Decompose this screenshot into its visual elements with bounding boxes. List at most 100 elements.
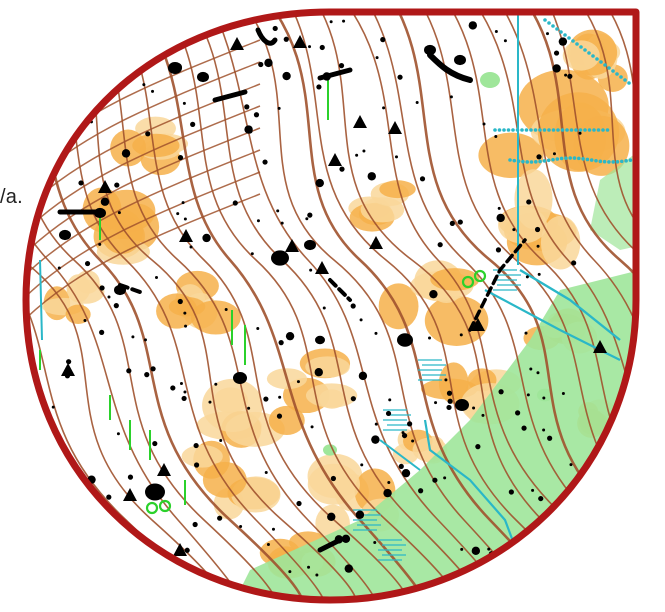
- boulder-dot: [545, 32, 549, 36]
- boulder-dot: [264, 471, 268, 475]
- boulder-dot: [78, 180, 84, 186]
- boulder-dot: [258, 61, 264, 68]
- teardrop-frame: [22, 8, 640, 604]
- boulder-dot: [398, 463, 404, 470]
- boulder: [271, 250, 289, 266]
- boulder-dot: [382, 106, 386, 110]
- ring-symbol: [473, 269, 487, 283]
- boulder-dot: [437, 242, 443, 248]
- boulder-dot: [184, 324, 188, 328]
- dotted-water-line: [508, 158, 512, 162]
- boulder-dot: [338, 63, 345, 69]
- boulder-dot: [250, 252, 254, 256]
- boulder-dot: [571, 260, 577, 266]
- triangle-symbol: [230, 37, 244, 50]
- boulder-dot: [547, 435, 553, 441]
- dotted-water-line: [611, 69, 615, 73]
- boulder-dot: [310, 425, 314, 429]
- boulder-dot: [117, 211, 121, 215]
- boulder-dot: [401, 468, 411, 478]
- dotted-water-line: [603, 63, 607, 67]
- boulder-dot: [567, 564, 576, 573]
- contour-line: [483, 12, 636, 600]
- triangle-symbol: [315, 261, 329, 274]
- dotted-water-line: [598, 159, 603, 164]
- boulder-dot: [359, 318, 363, 322]
- stream-line: [39, 259, 43, 341]
- vegetation-spot: [480, 72, 500, 88]
- boulder: [168, 62, 182, 74]
- dotted-water-line: [524, 128, 529, 132]
- boulder-dot: [114, 182, 120, 188]
- boulder: [454, 54, 466, 66]
- rock-feature: [212, 89, 248, 103]
- boulder-dot: [329, 20, 333, 24]
- boulder: [455, 399, 469, 411]
- boulder-dot: [224, 307, 228, 311]
- boulder-dot: [145, 131, 151, 137]
- contour-line: [26, 127, 261, 259]
- boulder-dot: [49, 148, 53, 152]
- dotted-water-line: [599, 60, 603, 64]
- boulder-dot: [276, 209, 280, 213]
- boulder-dot: [494, 29, 498, 33]
- boulder-dot: [271, 527, 275, 531]
- boulder-dot: [84, 260, 91, 267]
- boulder-dot: [107, 295, 111, 299]
- dotted-water-line: [538, 159, 542, 164]
- boulder-dot: [272, 25, 278, 32]
- boulder: [197, 71, 209, 83]
- open-land-patch: [379, 180, 416, 199]
- boulder-dot: [183, 217, 187, 221]
- boulder-dot: [113, 303, 119, 309]
- contour-line: [378, 12, 636, 600]
- boulder-dot: [497, 206, 501, 210]
- boulder-dot: [443, 476, 447, 480]
- dotted-water-line: [575, 42, 579, 46]
- boulder-dot: [495, 247, 502, 253]
- boulder-dot: [183, 390, 187, 394]
- rock-feature: [317, 67, 353, 81]
- triangle-symbol: [593, 340, 607, 353]
- boulder-dot: [179, 382, 183, 386]
- boulder-dot: [296, 500, 302, 507]
- contour-line: [509, 12, 636, 600]
- contour-line: [26, 149, 261, 281]
- boulder-dot: [256, 327, 260, 331]
- dotted-water-line: [547, 21, 551, 25]
- boulder-dot: [192, 521, 198, 528]
- boulder-dot: [51, 405, 55, 409]
- boulder-dot: [487, 547, 491, 551]
- boulder-dot: [103, 82, 109, 89]
- ring-symbol: [158, 499, 172, 513]
- triangle-symbols: [61, 35, 607, 556]
- boulder-dot: [308, 45, 312, 49]
- dotted-water-line: [605, 128, 610, 132]
- open-land-patch: [156, 293, 198, 329]
- boulder-dot: [574, 495, 578, 499]
- boulder-dot: [552, 64, 561, 73]
- boulder-dot: [521, 425, 527, 431]
- boulder-dot: [183, 311, 187, 315]
- rock-feature: [427, 52, 473, 83]
- dotted-water-line: [546, 158, 551, 163]
- contour-line: [640, 0, 665, 612]
- dotted-water-line: [521, 159, 525, 164]
- boulder-dot: [305, 217, 309, 221]
- dotted-water-line: [529, 160, 534, 164]
- boulder-dot: [181, 395, 187, 402]
- dotted-water-line: [628, 158, 633, 162]
- boulder-dot: [142, 83, 146, 87]
- boulder-dot: [71, 71, 81, 81]
- boulder-dot: [280, 221, 284, 225]
- boulder-dot: [99, 285, 105, 291]
- boulder-dot: [182, 101, 186, 105]
- dotted-water-line: [615, 159, 620, 164]
- boulder-dot: [73, 536, 79, 542]
- boulder-dot: [411, 439, 415, 443]
- dotted-water-line: [512, 158, 517, 163]
- boulder-dot: [577, 491, 581, 495]
- boulder-dot: [373, 541, 377, 545]
- boulder-dot: [355, 153, 359, 157]
- stream-line: [423, 419, 522, 561]
